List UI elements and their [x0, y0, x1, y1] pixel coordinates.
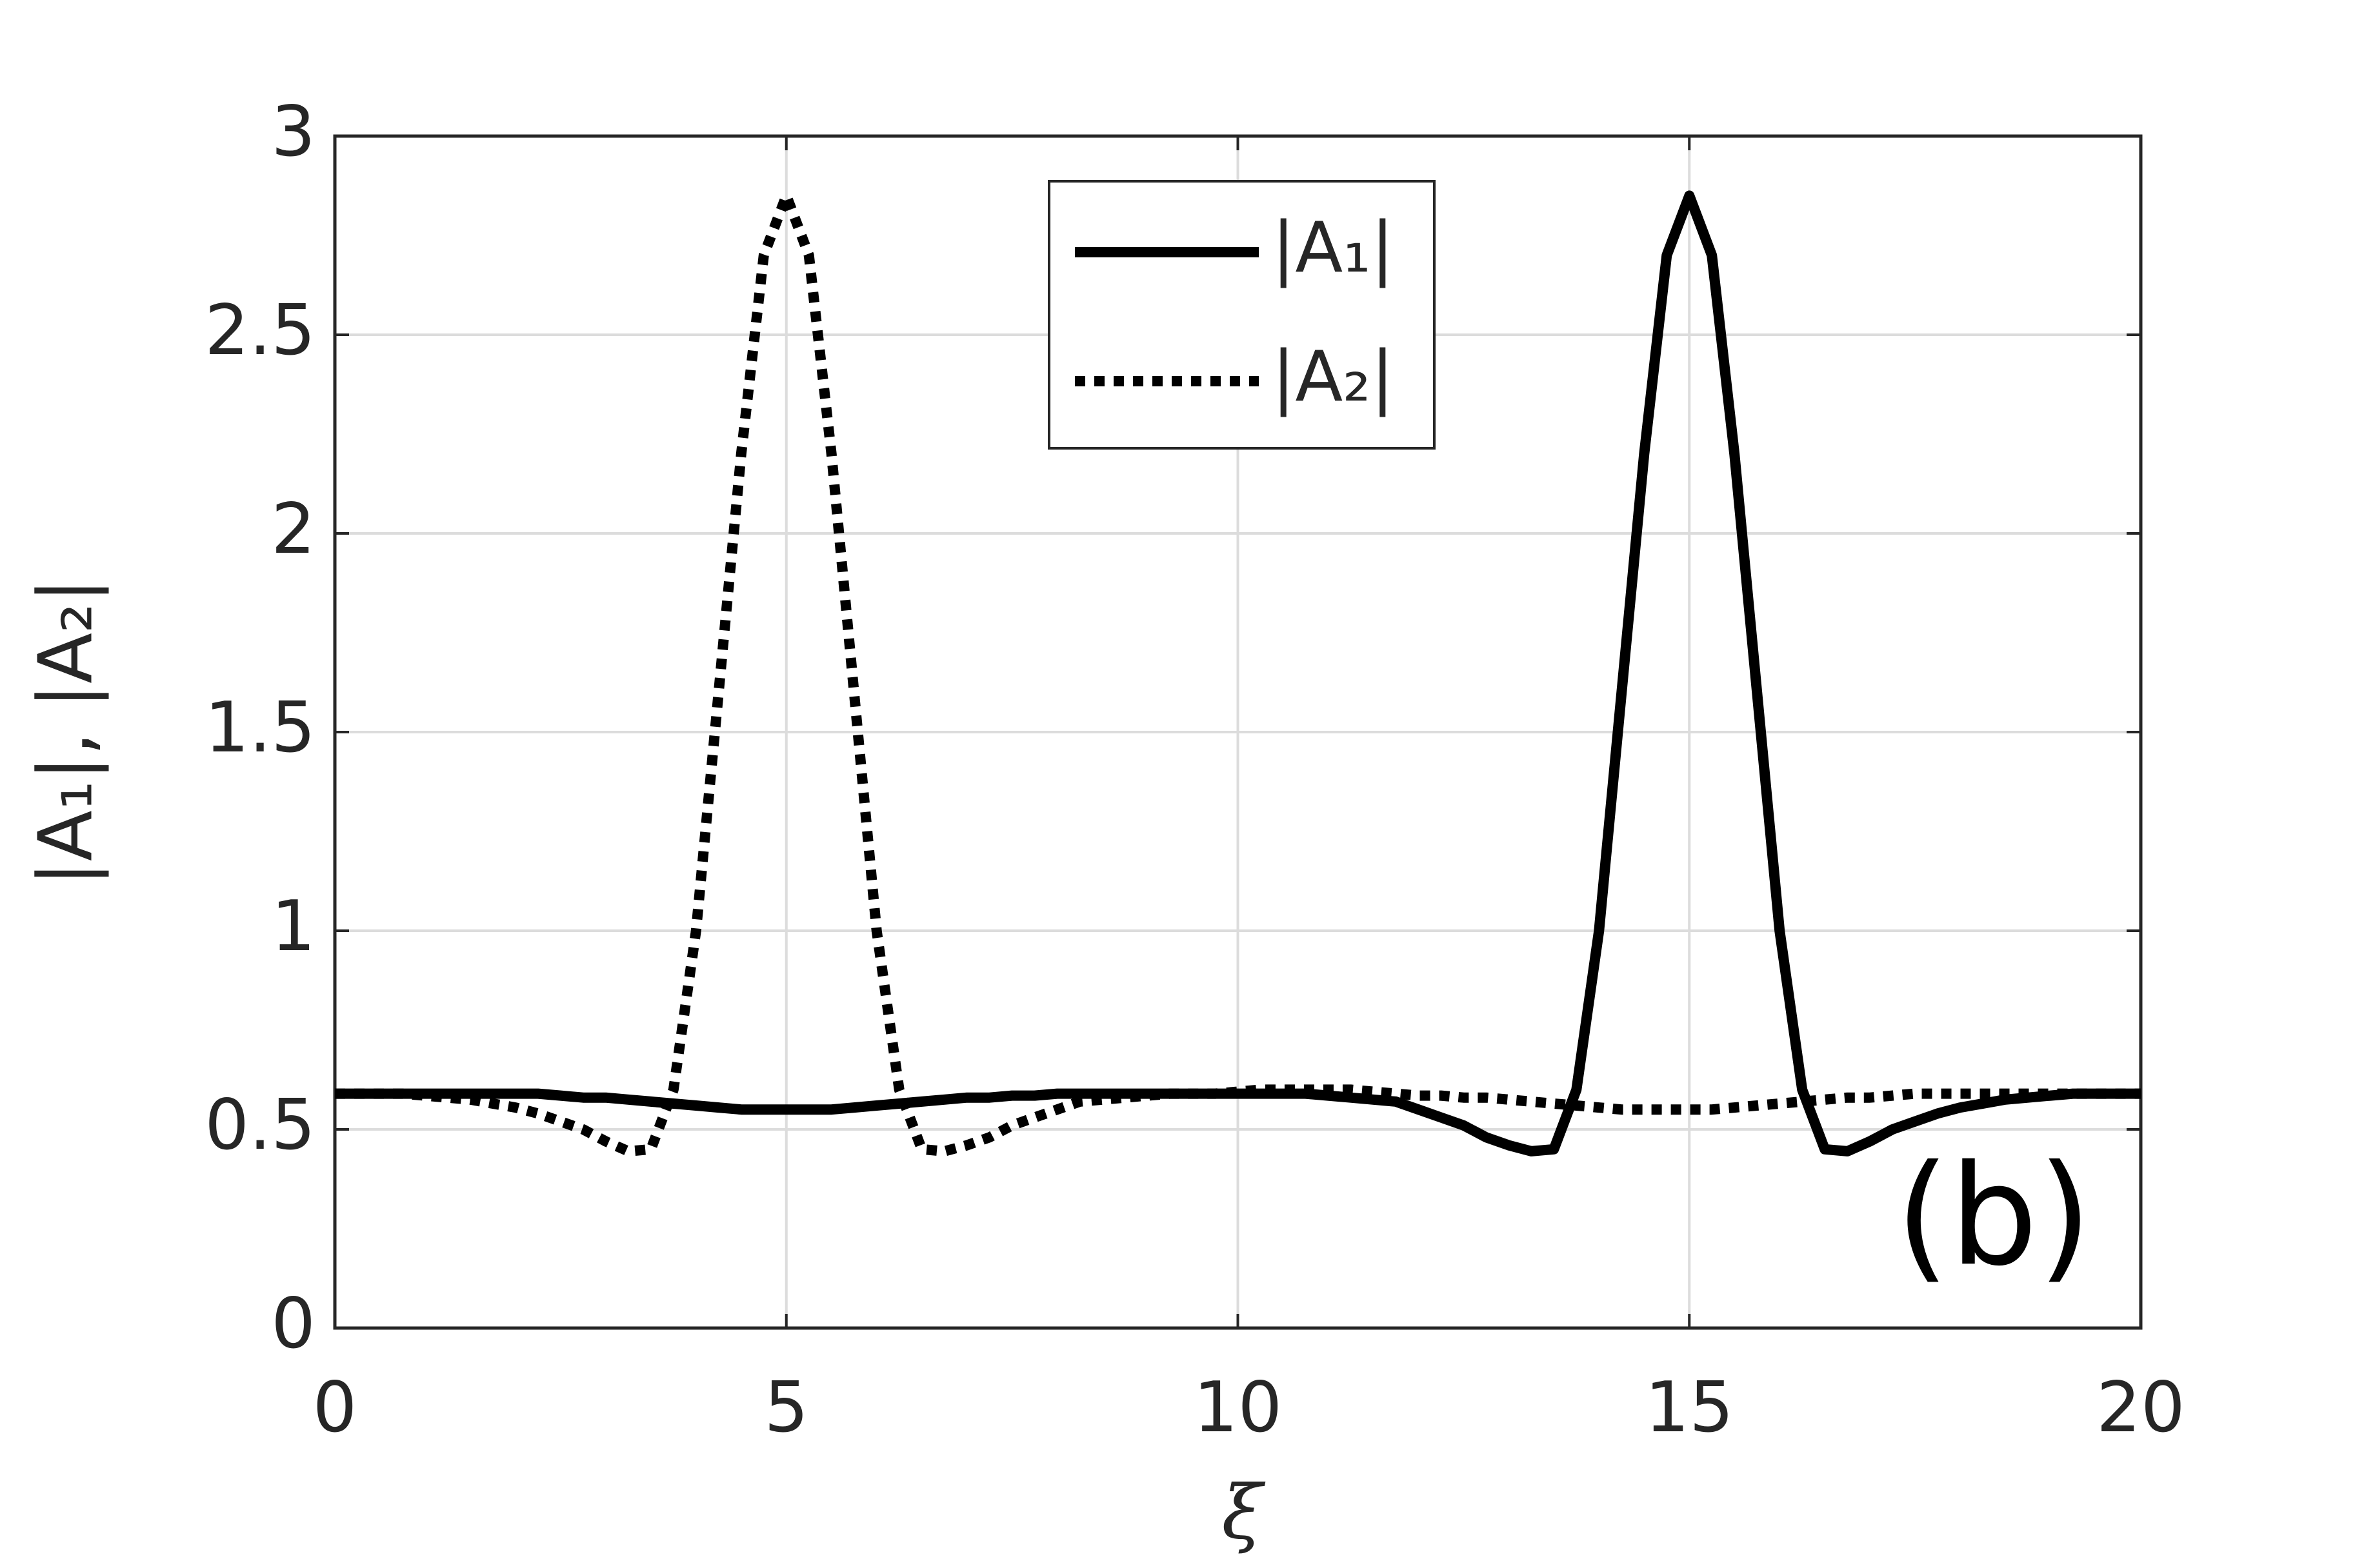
legend-label: |A₁|: [1272, 208, 1394, 288]
x-tick-label: 20: [2096, 1367, 2185, 1448]
y-tick-label: 3: [271, 92, 316, 172]
x-tick-label: 10: [1194, 1367, 1282, 1448]
y-tick-label: 1: [271, 886, 316, 967]
y-tick-label: 0.5: [205, 1085, 316, 1166]
plot-frame: [333, 134, 2143, 1330]
data-line: [335, 190, 2141, 1156]
y-tick-label: 0: [271, 1284, 316, 1364]
y-tick-label: 2.5: [205, 290, 316, 371]
y-axis-label: |A₁|, |A₂|: [23, 578, 110, 886]
legend-box: [1048, 180, 1436, 450]
x-axis-label: ξ: [1221, 1470, 1265, 1556]
y-tick-label: 2: [271, 489, 316, 570]
y-tick-label: 1.5: [205, 688, 316, 768]
x-tick-label: 15: [1645, 1367, 1734, 1448]
annotation: (b): [1896, 1135, 2092, 1296]
x-tick-label: 5: [764, 1367, 808, 1448]
data-line: [335, 190, 2141, 1156]
x-tick-label: 0: [313, 1367, 357, 1448]
legend-label: |A₂|: [1272, 337, 1394, 417]
